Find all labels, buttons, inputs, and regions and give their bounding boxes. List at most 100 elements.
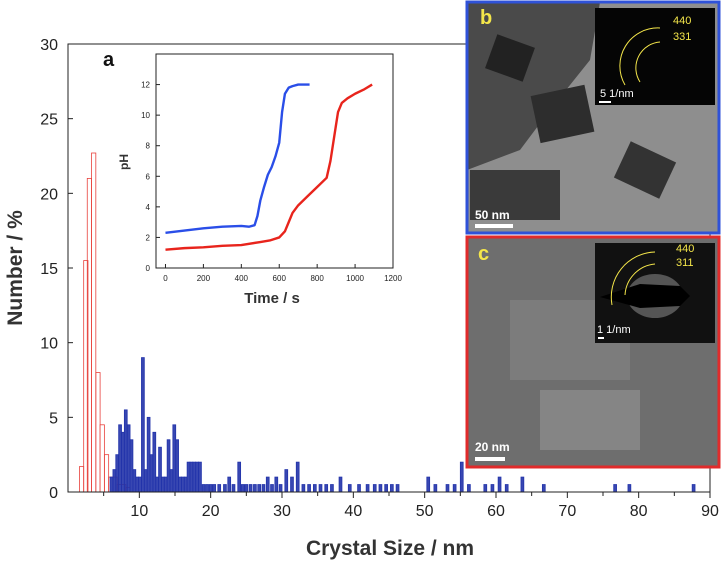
- ph-y-tick-label: 4: [146, 203, 151, 212]
- blue-bar: [541, 484, 546, 493]
- panel-b-border: [465, 0, 721, 235]
- ring-label-440-c: 440: [676, 243, 694, 255]
- blue-bar: [244, 484, 249, 493]
- blue-bar: [181, 476, 185, 493]
- diffraction-ring: [635, 41, 661, 83]
- blue-bar: [483, 484, 488, 493]
- inset-scale-bar-b: [599, 101, 611, 103]
- diffraction-ring: [624, 263, 656, 296]
- inset-scale-label-c: 1 1/nm: [597, 324, 631, 336]
- inset-scale-bar-c: [598, 337, 604, 339]
- scale-bar-label-b: 50 nm: [475, 208, 510, 222]
- blue-bar: [118, 424, 122, 493]
- blue-bar: [146, 416, 151, 493]
- blue-bar: [257, 484, 261, 493]
- ph-line-blue: [165, 83, 310, 235]
- blue-bar: [253, 484, 257, 493]
- blue-bar: [312, 484, 317, 493]
- blue-bar: [212, 484, 217, 493]
- blue-bar: [186, 461, 191, 493]
- blue-bar: [109, 476, 114, 493]
- blue-bar: [240, 484, 245, 493]
- panel-c-border: [465, 235, 721, 469]
- blue-bar: [445, 484, 450, 493]
- blue-bar: [231, 484, 236, 493]
- blue-bar: [307, 484, 311, 493]
- tem-panel-b: 440 331 5 1/nm b 50 nm: [465, 0, 721, 235]
- blue-bar: [178, 476, 182, 493]
- ph-x-tick-label: 1000: [346, 274, 364, 283]
- ph-x-axis-title: Time / s: [244, 290, 300, 307]
- blue-bar: [163, 476, 168, 493]
- blue-bar: [520, 476, 525, 493]
- ph-y-tick-label: 6: [146, 172, 151, 181]
- x-ticks: 10 20 30 40 50 60 70 80 90: [103, 492, 719, 520]
- blue-bar: [126, 424, 131, 493]
- blue-bar: [135, 476, 140, 493]
- blue-bar: [121, 431, 125, 493]
- blue-bar: [365, 484, 370, 493]
- x-tick-label: 10: [130, 503, 148, 520]
- ph-y-tick-label: 0: [146, 264, 151, 273]
- ph-x-tick-label: 200: [197, 274, 211, 283]
- beam-stop: [600, 284, 690, 308]
- tem-cube: [530, 84, 595, 144]
- ph-x-tick-label: 800: [310, 274, 324, 283]
- blue-bar: [384, 484, 388, 493]
- blue-bar: [166, 439, 171, 493]
- tem-cube: [613, 141, 677, 199]
- blue-bar: [248, 484, 253, 493]
- blue-bar: [227, 476, 232, 493]
- blue-bar: [217, 484, 222, 493]
- blue-bar: [169, 469, 174, 493]
- tem-texture: [540, 390, 640, 450]
- ring-label-440: 440: [673, 15, 691, 27]
- blue-bar: [295, 461, 300, 493]
- ph-frame: [155, 53, 394, 269]
- ring-label-311: 311: [676, 257, 694, 269]
- blue-bar: [338, 476, 343, 493]
- y-tick-label: 0: [49, 485, 58, 502]
- panel-b-label: b: [480, 7, 492, 29]
- scale-bar-b: [475, 224, 513, 228]
- ph-line-red: [165, 83, 373, 251]
- blue-bar: [467, 484, 471, 493]
- blue-bar: [504, 484, 509, 493]
- blue-bar: [613, 484, 617, 493]
- panel-a-label: a: [103, 49, 115, 71]
- blue-bar: [161, 476, 165, 493]
- blue-bar: [112, 469, 117, 493]
- blue-bar: [189, 461, 194, 493]
- blue-bar: [390, 484, 394, 493]
- blue-bar: [155, 476, 159, 493]
- blue-bar: [347, 484, 352, 493]
- ph-x-ticks: 0 200 400 600 800 1000 1200: [163, 264, 402, 283]
- blue-bar: [378, 484, 383, 493]
- tem-panel-c: 440 311 1 1/nm c 20 nm: [465, 235, 721, 469]
- blue-bar: [158, 446, 162, 493]
- blue-bar: [132, 469, 137, 493]
- blue-bar: [261, 484, 266, 493]
- blue-bar: [490, 484, 495, 493]
- panel-c-label: c: [478, 243, 489, 265]
- ph-y-tick-label: 12: [141, 81, 150, 90]
- x-tick-label: 50: [416, 503, 434, 520]
- ph-series: [165, 83, 373, 251]
- y-tick-label: 15: [40, 261, 58, 278]
- scale-bar-c: [475, 457, 505, 461]
- blue-bar: [141, 357, 145, 493]
- ph-x-tick-label: 1200: [384, 274, 402, 283]
- blue-bar: [201, 484, 206, 493]
- diffraction-inset-b: [595, 8, 715, 105]
- blue-bar: [627, 484, 632, 493]
- y-tick-label: 30: [40, 37, 58, 54]
- x-tick-label: 80: [630, 503, 648, 520]
- x-axis-title: Crystal Size / nm: [306, 537, 474, 560]
- ph-x-tick-label: 0: [163, 274, 168, 283]
- blue-bar: [152, 431, 157, 493]
- tem-cube: [485, 34, 535, 82]
- blue-bar: [175, 439, 179, 493]
- blue-bar: [691, 484, 696, 493]
- blue-bar: [129, 439, 134, 493]
- blue-bar: [195, 461, 199, 493]
